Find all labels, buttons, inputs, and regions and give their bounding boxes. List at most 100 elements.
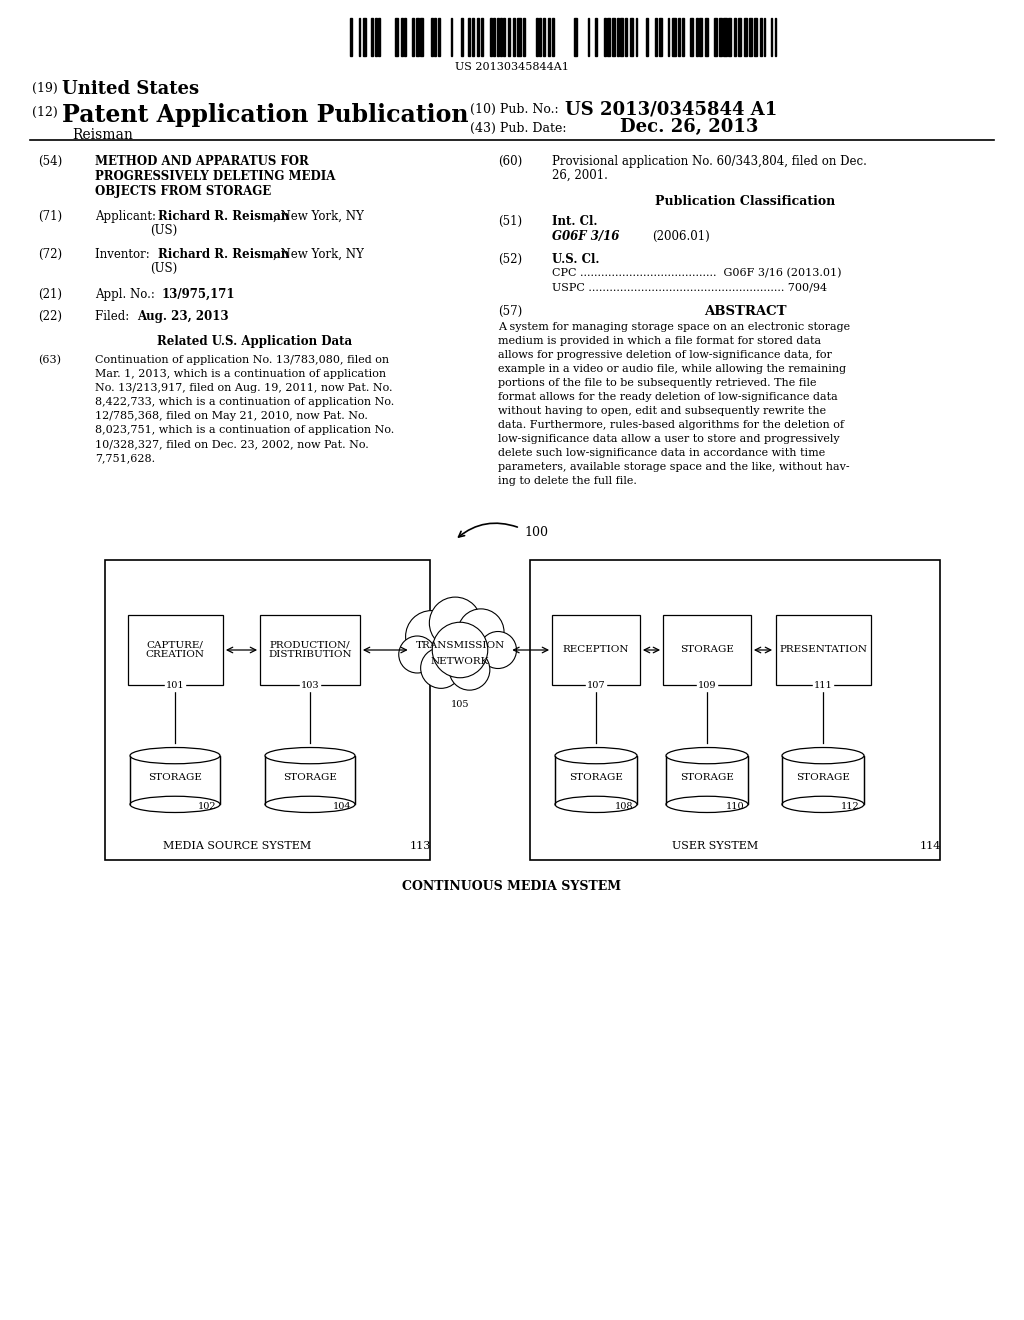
Bar <box>130 755 220 804</box>
Bar <box>775 18 776 55</box>
Bar <box>493 18 495 55</box>
Bar <box>412 18 415 55</box>
Text: US 20130345844A1: US 20130345844A1 <box>455 62 569 73</box>
Text: STORAGE: STORAGE <box>680 772 734 781</box>
Circle shape <box>450 649 489 690</box>
Bar <box>750 18 753 55</box>
Text: (2006.01): (2006.01) <box>652 230 710 243</box>
Text: medium is provided in which a file format for stored data: medium is provided in which a file forma… <box>498 337 821 346</box>
Text: (12): (12) <box>32 106 61 119</box>
Text: 103: 103 <box>301 681 319 690</box>
Text: CONTINUOUS MEDIA SYSTEM: CONTINUOUS MEDIA SYSTEM <box>402 880 622 894</box>
Bar <box>395 18 398 55</box>
Bar <box>595 18 597 55</box>
Bar <box>723 18 727 55</box>
Bar <box>517 18 520 55</box>
Bar <box>588 18 589 55</box>
Text: (71): (71) <box>38 210 62 223</box>
Bar <box>523 18 524 55</box>
Text: data. Furthermore, rules-based algorithms for the deletion of: data. Furthermore, rules-based algorithm… <box>498 420 844 430</box>
Bar <box>743 18 748 55</box>
Text: 12/785,368, filed on May 21, 2010, now Pat. No.: 12/785,368, filed on May 21, 2010, now P… <box>95 411 368 421</box>
Ellipse shape <box>666 747 748 764</box>
Bar <box>420 18 423 55</box>
Text: 108: 108 <box>614 803 633 812</box>
Text: Provisional application No. 60/343,804, filed on Dec.: Provisional application No. 60/343,804, … <box>552 154 867 168</box>
Ellipse shape <box>555 796 637 813</box>
Text: Patent Application Publication: Patent Application Publication <box>62 103 469 127</box>
Circle shape <box>421 648 462 688</box>
Bar <box>682 18 684 55</box>
Bar <box>105 560 430 861</box>
Bar <box>540 18 542 55</box>
Bar <box>696 18 698 55</box>
Bar <box>548 18 550 55</box>
Text: Appl. No.:: Appl. No.: <box>95 288 159 301</box>
Text: TRANSMISSION: TRANSMISSION <box>416 640 505 649</box>
Text: STORAGE: STORAGE <box>796 772 850 781</box>
Bar <box>544 18 546 55</box>
Bar <box>552 615 640 685</box>
Text: PRODUCTION/: PRODUCTION/ <box>269 640 350 649</box>
Bar <box>128 615 222 685</box>
Ellipse shape <box>782 747 864 764</box>
Text: 13/975,171: 13/975,171 <box>162 288 236 301</box>
Text: (63): (63) <box>38 355 61 366</box>
Bar <box>416 18 419 55</box>
Text: STORAGE: STORAGE <box>283 772 337 781</box>
Text: Reisman: Reisman <box>72 128 133 143</box>
Text: OBJECTS FROM STORAGE: OBJECTS FROM STORAGE <box>95 185 271 198</box>
Text: ing to delete the full file.: ing to delete the full file. <box>498 477 637 486</box>
Bar <box>508 18 510 55</box>
Text: 26, 2001.: 26, 2001. <box>552 169 608 182</box>
Circle shape <box>479 631 516 668</box>
Bar <box>362 18 366 55</box>
Text: 10/328,327, filed on Dec. 23, 2002, now Pat. No.: 10/328,327, filed on Dec. 23, 2002, now … <box>95 440 369 449</box>
Bar <box>699 18 701 55</box>
Text: (US): (US) <box>150 224 177 238</box>
Bar <box>616 18 618 55</box>
Text: parameters, available storage space and the like, without hav-: parameters, available storage space and … <box>498 462 850 473</box>
Bar <box>626 18 628 55</box>
Bar <box>452 18 453 55</box>
Text: (22): (22) <box>38 310 62 323</box>
Bar <box>775 615 870 685</box>
Bar <box>760 18 762 55</box>
Bar <box>690 18 693 55</box>
Bar <box>437 18 439 55</box>
Text: Mar. 1, 2013, which is a continuation of application: Mar. 1, 2013, which is a continuation of… <box>95 370 386 379</box>
Text: 113: 113 <box>410 841 431 851</box>
Text: CREATION: CREATION <box>145 651 205 659</box>
Text: Applicant:: Applicant: <box>95 210 160 223</box>
Text: low-significance data allow a user to store and progressively: low-significance data allow a user to st… <box>498 434 840 444</box>
Bar <box>654 18 656 55</box>
Bar <box>764 18 765 55</box>
Text: 102: 102 <box>198 803 216 812</box>
Text: 111: 111 <box>814 681 833 690</box>
Bar <box>705 18 708 55</box>
Bar <box>555 755 637 804</box>
Ellipse shape <box>265 747 355 764</box>
Bar <box>530 560 940 861</box>
Bar <box>755 18 758 55</box>
Text: Dec. 26, 2013: Dec. 26, 2013 <box>620 117 759 136</box>
Text: (54): (54) <box>38 154 62 168</box>
Bar <box>636 18 637 55</box>
Bar <box>472 18 474 55</box>
Text: USPC ........................................................ 700/94: USPC ...................................… <box>552 282 827 292</box>
Text: Inventor:: Inventor: <box>95 248 158 261</box>
Text: , New York, NY: , New York, NY <box>273 210 364 223</box>
Bar <box>513 18 515 55</box>
Bar <box>350 18 352 55</box>
Bar <box>537 18 538 55</box>
Text: delete such low-significance data in accordance with time: delete such low-significance data in acc… <box>498 447 825 458</box>
Bar <box>477 18 478 55</box>
Text: (72): (72) <box>38 248 62 261</box>
Text: format allows for the ready deletion of low-significance data: format allows for the ready deletion of … <box>498 392 838 403</box>
Text: (60): (60) <box>498 154 522 168</box>
Text: (10) Pub. No.:: (10) Pub. No.: <box>470 103 559 116</box>
Bar <box>728 18 731 55</box>
Bar <box>573 18 577 55</box>
Text: Related U.S. Application Data: Related U.S. Application Data <box>158 335 352 348</box>
Bar <box>720 18 722 55</box>
